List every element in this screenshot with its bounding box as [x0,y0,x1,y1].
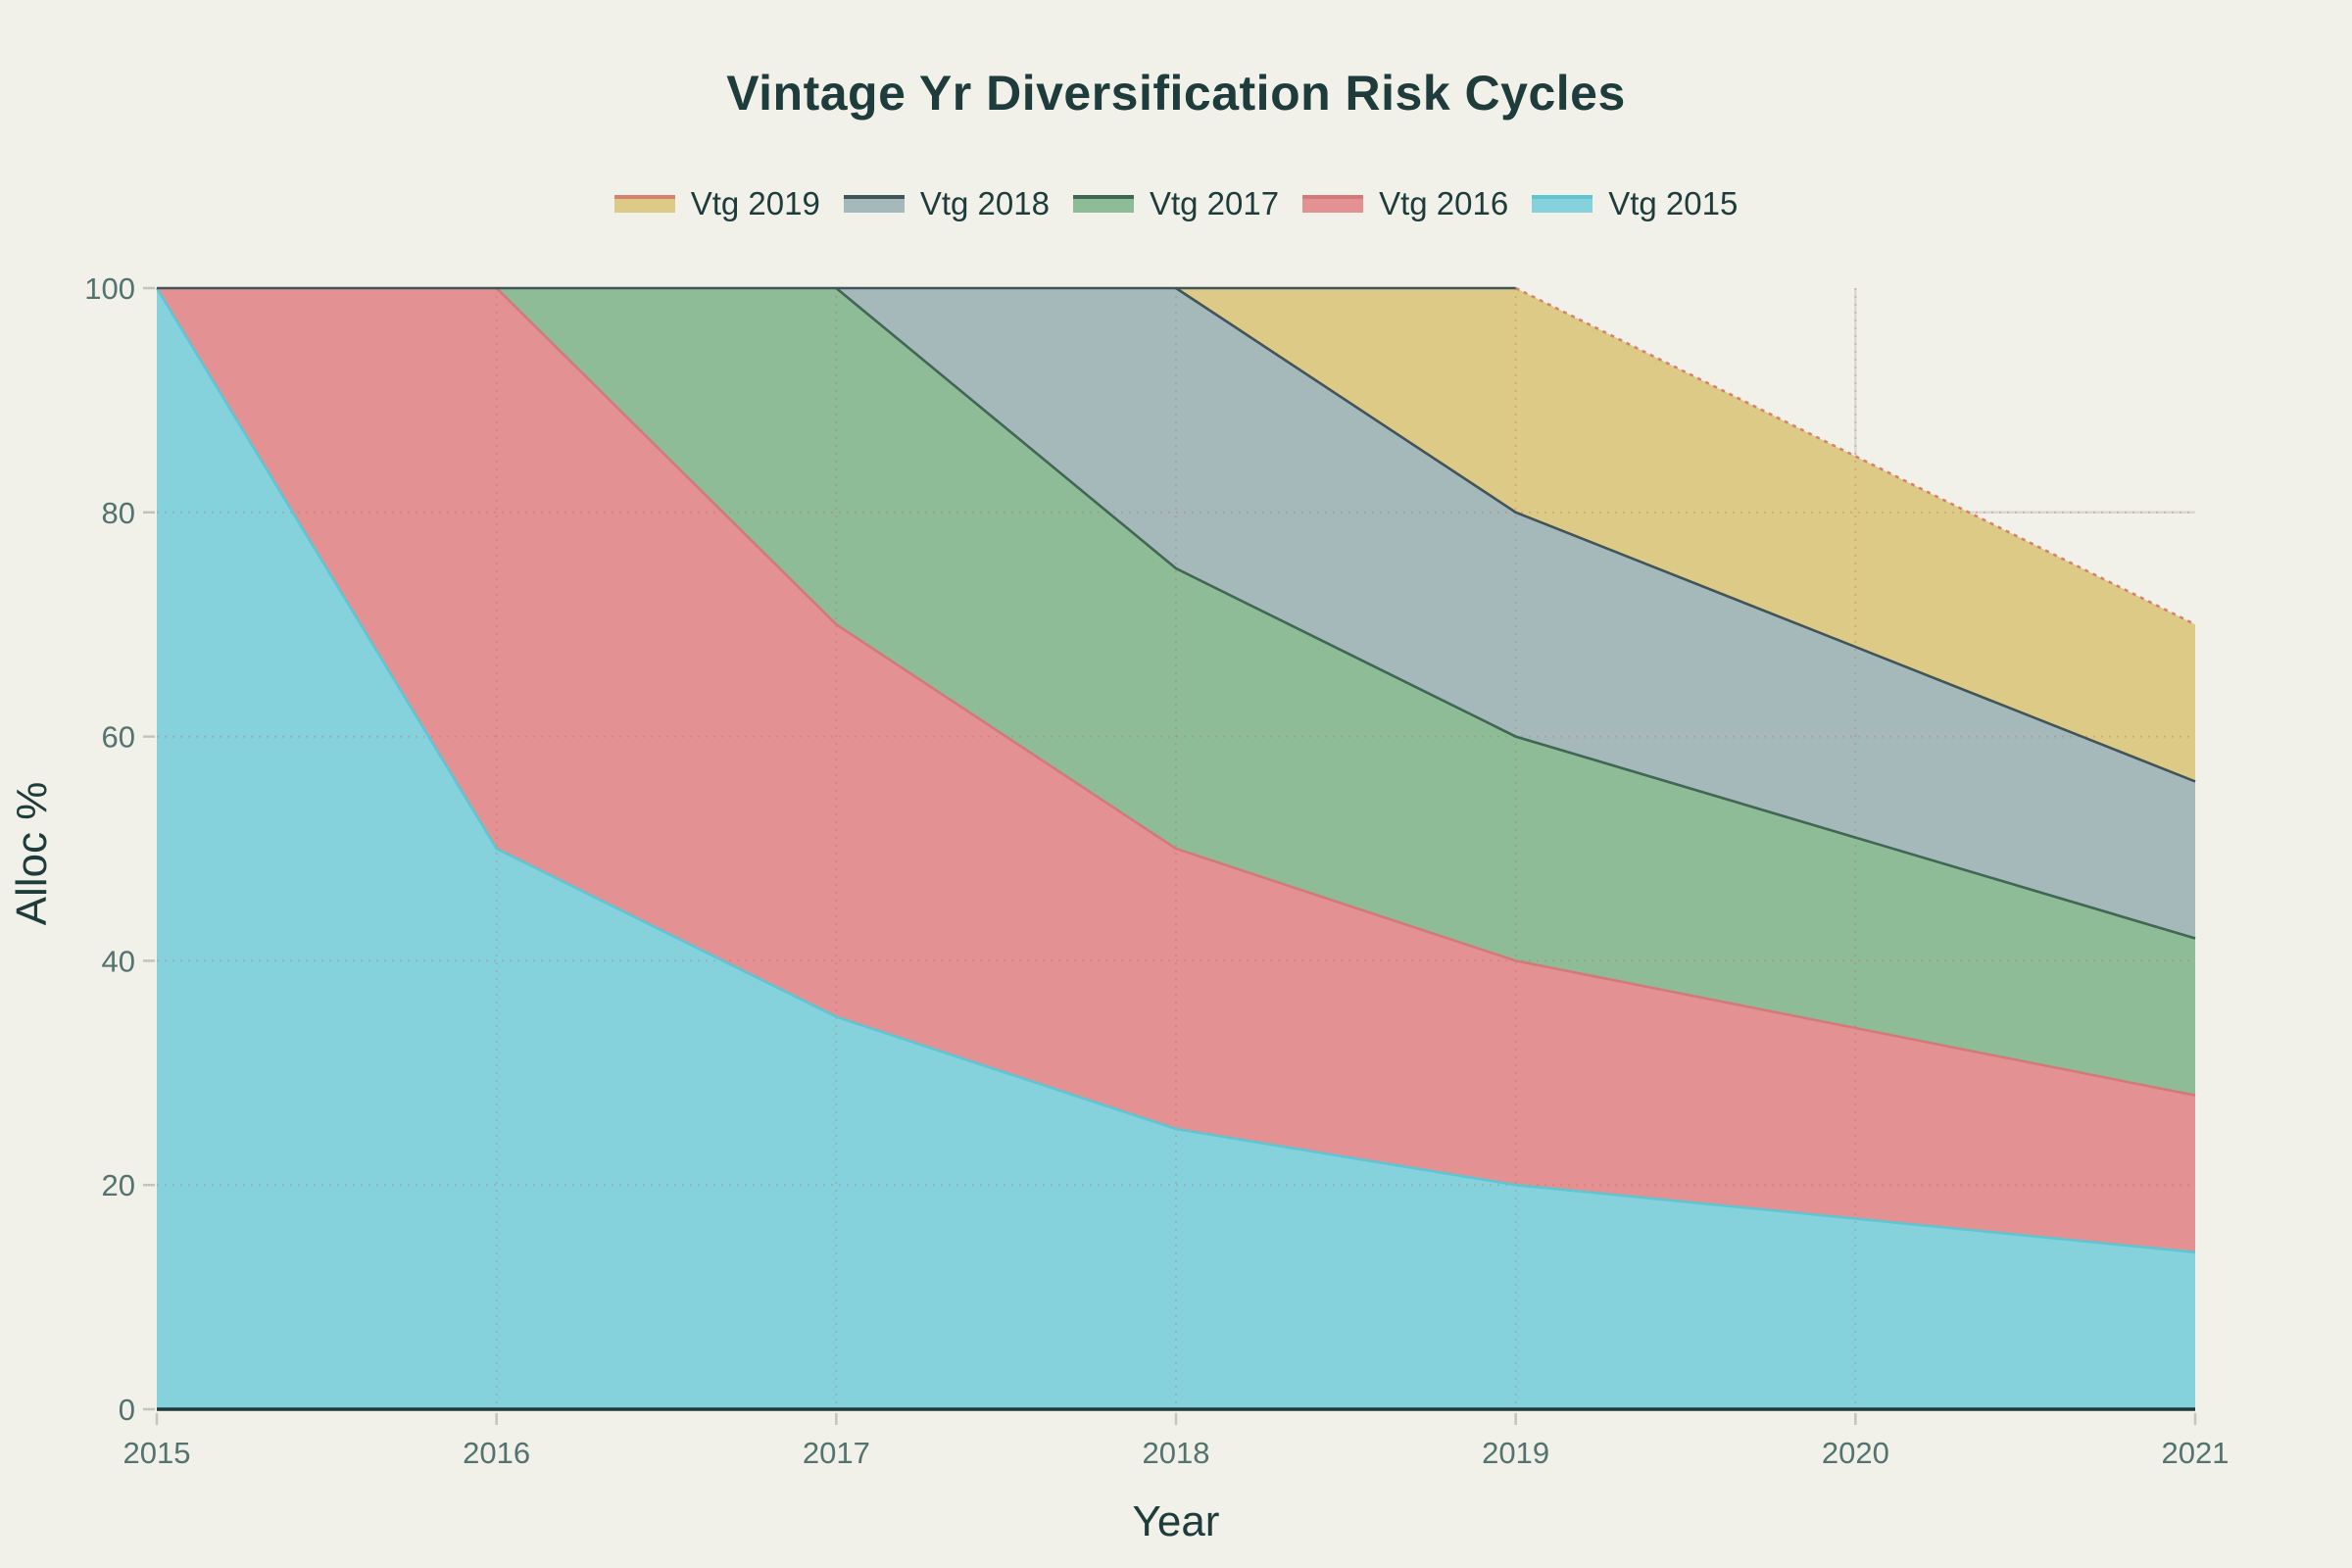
legend-swatch-vtg-2018 [843,195,905,213]
series-top-edge-vtg-2018 [1175,286,2196,783]
x-tick-label: 2015 [123,1436,191,1470]
legend-label-vtg-2019: Vtg 2019 [690,185,820,221]
y-tick-label: 60 [102,720,135,755]
area-vtg-2017 [157,288,2195,1096]
legend-swatch-vtg-2016 [1302,195,1364,213]
legend-swatch-vtg-2015 [1532,195,1593,213]
area-vtg-2016 [157,288,2195,1252]
legend-label-vtg-2017: Vtg 2017 [1149,185,1280,221]
x-axis-title: Year [1132,1497,1220,1545]
x-tick-label: 2019 [1482,1436,1549,1470]
series-top-edge-vtg-2015 [155,287,2196,1254]
legend-item-vtg-2019[interactable]: Vtg 2019 [613,185,820,222]
legend-label-vtg-2015: Vtg 2015 [1608,185,1739,221]
legend-item-vtg-2018[interactable]: Vtg 2018 [843,185,1050,222]
series-top-edge-vtg-2017 [835,286,2196,940]
legend-swatch-vtg-2017 [1072,195,1134,213]
y-tick-label: 100 [84,271,135,306]
y-tick-label: 0 [119,1393,135,1427]
chart-title: Vintage Yr Diversification Risk Cycles [726,66,1626,121]
legend-label-vtg-2016: Vtg 2016 [1379,185,1509,221]
legend-label-vtg-2018: Vtg 2018 [919,185,1050,221]
area-vtg-2018 [157,288,2195,939]
area-vtg-2015 [157,288,2195,1409]
legend-swatch-vtg-2019 [613,195,675,213]
y-tick-label: 40 [102,944,135,978]
series-top-edge-vtg-2019 [1515,286,2196,626]
series-top-edge-vtg-2016 [495,287,2196,1097]
legend-item-vtg-2015[interactable]: Vtg 2015 [1532,185,1738,222]
legend-item-vtg-2016[interactable]: Vtg 2016 [1302,185,1508,222]
x-tick-label: 2017 [803,1436,870,1470]
y-tick-label: 80 [102,496,135,530]
legend-item-vtg-2017[interactable]: Vtg 2017 [1072,185,1280,222]
y-axis-title: Alloc % [8,781,56,926]
legend: Vtg 2019 Vtg 2018 Vtg 2017 Vtg 2016 Vtg 2015 [0,182,2352,225]
x-tick-label: 2020 [1822,1436,1889,1470]
y-tick-label: 20 [102,1168,135,1202]
x-tick-label: 2016 [463,1436,530,1470]
x-tick-label: 2018 [1143,1436,1210,1470]
x-tick-label: 2021 [2162,1436,2230,1470]
area-vtg-2019 [157,288,2195,782]
